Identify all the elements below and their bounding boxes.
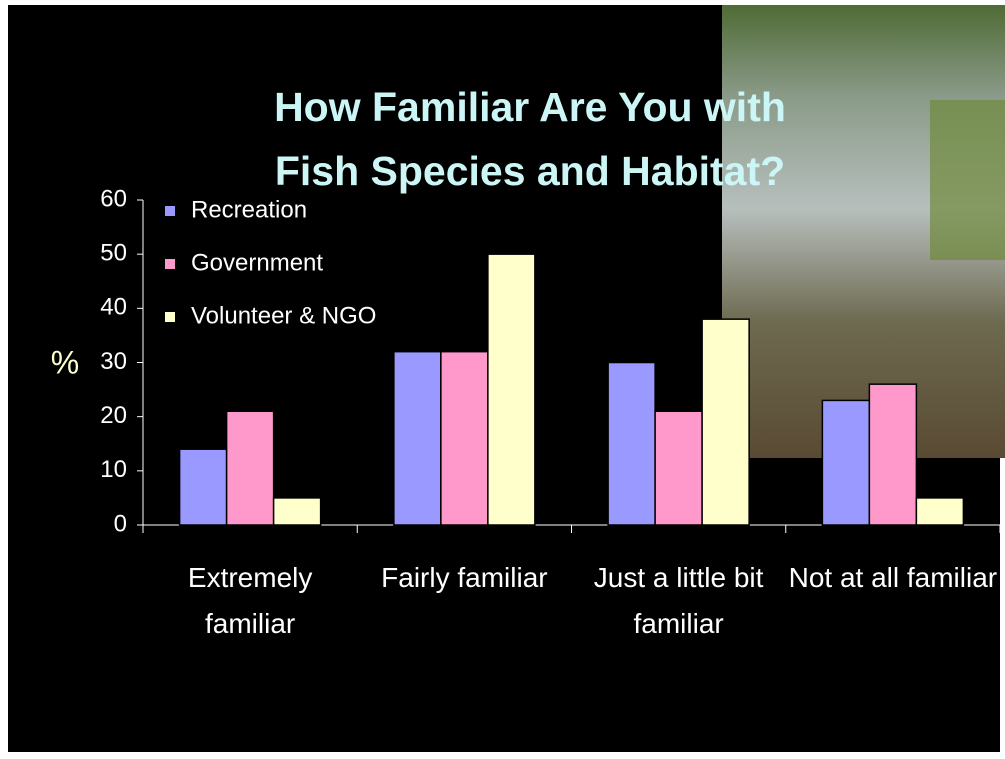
title-box: How Familiar Are You with Fish Species a…	[274, 84, 786, 194]
legend-label: Volunteer & NGO	[191, 302, 376, 329]
legend-swatch	[165, 206, 175, 216]
photo-grass	[930, 100, 1005, 260]
bar	[607, 361, 656, 526]
y-tick-label: 30	[100, 348, 127, 375]
y-tick-label: 50	[100, 240, 127, 267]
bar	[440, 350, 489, 526]
bar	[701, 318, 750, 526]
bar	[821, 399, 871, 526]
bar	[915, 497, 965, 526]
x-tick-label: Not at all familiar	[788, 562, 998, 593]
bar	[393, 350, 442, 526]
x-tick-label: Fairly familiar	[381, 562, 548, 593]
y-tick-label: 60	[100, 185, 127, 212]
bar	[178, 448, 228, 526]
bar	[654, 410, 703, 526]
chart-title: How Familiar Are You with Fish Species a…	[274, 84, 786, 194]
bar	[868, 383, 918, 526]
bar	[225, 410, 275, 526]
y-axis-label: %	[51, 344, 79, 380]
legend-label: Recreation	[191, 196, 307, 223]
legend-swatch	[165, 312, 175, 322]
y-tick-label: 10	[100, 456, 127, 483]
x-tick-label: Extremely familiar	[187, 562, 313, 639]
legend-label: Government	[191, 249, 323, 276]
bar	[272, 497, 322, 526]
y-tick-label: 0	[114, 510, 127, 537]
y-tick-label: 20	[100, 402, 127, 429]
y-tick-label: 40	[100, 294, 127, 321]
bar	[487, 253, 536, 526]
legend-swatch	[165, 259, 175, 269]
x-tick-label: Just a little bit familiar	[593, 562, 764, 639]
